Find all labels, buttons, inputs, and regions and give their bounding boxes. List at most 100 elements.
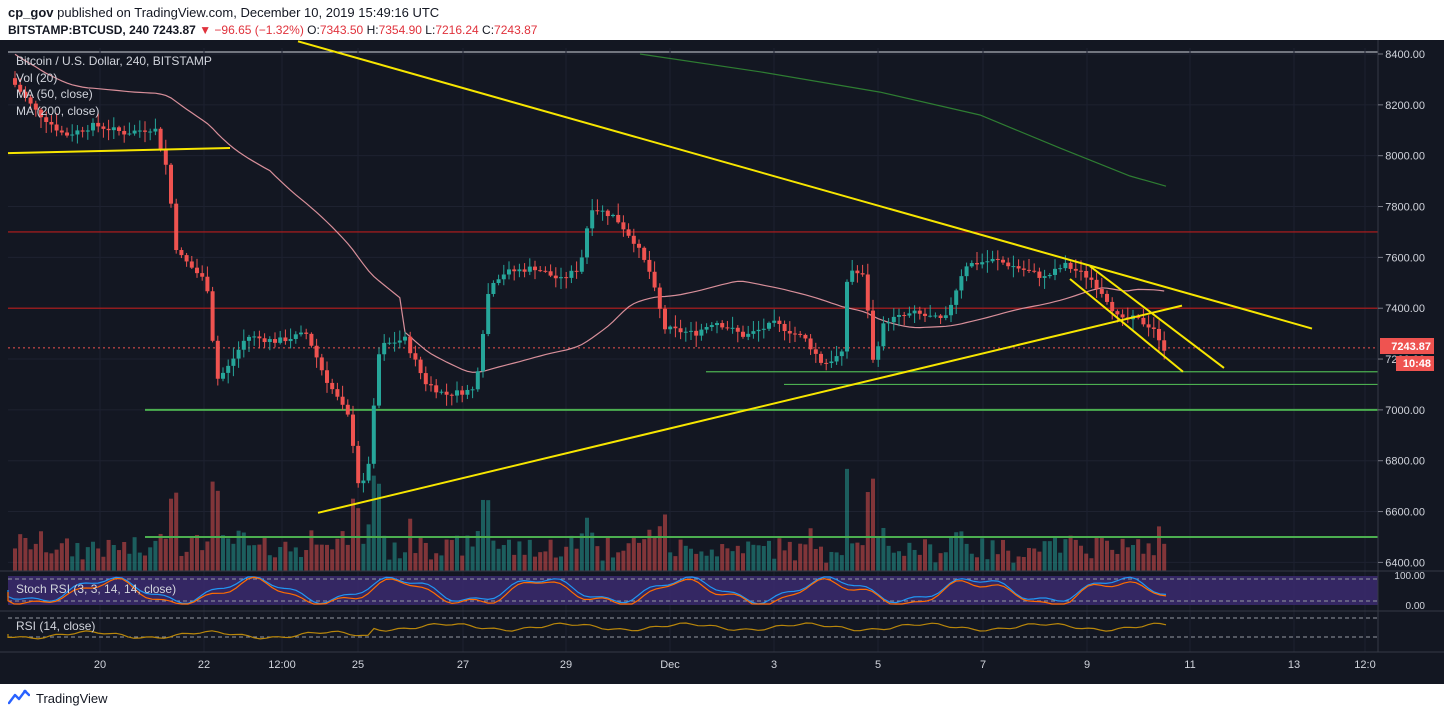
volume-bar: [288, 551, 293, 571]
candle-body: [834, 356, 839, 362]
candle-body: [1001, 259, 1005, 263]
candle-body: [850, 270, 855, 282]
candle-body: [319, 357, 324, 371]
candle-body: [730, 327, 735, 329]
candle-body: [798, 333, 803, 335]
volume-bar: [434, 553, 439, 571]
candle-body: [746, 333, 751, 337]
time-tick-label: Dec: [660, 659, 680, 671]
candle-body: [845, 281, 849, 352]
volume-bar: [626, 543, 631, 571]
volume-bar: [1120, 538, 1125, 571]
volume-bar: [605, 536, 610, 571]
volume-bar: [756, 545, 761, 571]
publisher-name[interactable]: cp_gov: [8, 5, 54, 20]
volume-bar: [23, 537, 28, 571]
chart-header: cp_gov published on TradingView.com, Dec…: [0, 0, 1444, 40]
volume-bar: [278, 547, 283, 571]
price-axis[interactable]: 8400.00 8200.00 8000.00 7800.00 7600.00 7400.…: [1378, 49, 1425, 569]
volume-bar: [158, 533, 163, 571]
volume-bar: [611, 557, 615, 571]
candle-body: [101, 126, 106, 129]
time-tick-label: 20: [94, 659, 106, 671]
volume-bar: [39, 531, 43, 571]
candle-body: [626, 229, 631, 236]
volume-bar: [631, 536, 636, 571]
candle-body: [855, 270, 860, 274]
volume-bar: [871, 478, 875, 571]
legend-vol[interactable]: Vol (20): [16, 71, 57, 85]
volume-bar: [460, 555, 465, 571]
candle-body: [782, 323, 787, 331]
candle-body: [267, 339, 272, 343]
time-axis[interactable]: 20 22 12:00 25 27 29 Dec 3 5 7 9 11 13 12:0: [94, 659, 1376, 671]
candle-body: [1021, 268, 1026, 270]
time-tick-label: 9: [1084, 659, 1090, 671]
moving-averages: [14, 53, 1167, 373]
candle-body: [371, 405, 376, 464]
candle-body: [1016, 266, 1021, 269]
candle-body: [959, 276, 964, 291]
volume-bar: [1084, 553, 1089, 571]
volume-bar: [954, 532, 959, 571]
candle-body: [449, 394, 454, 396]
volume-bar: [917, 554, 922, 571]
candle-body: [637, 243, 641, 248]
volume-bar: [319, 544, 324, 571]
volume-bar: [1099, 536, 1104, 571]
trendline: [1089, 265, 1225, 369]
candle-body: [491, 282, 496, 294]
volume-bar: [439, 555, 444, 571]
price-chart[interactable]: Bitcoin / U.S. Dollar, 240, BITSTAMP Vol…: [0, 40, 1444, 684]
candle-body: [169, 164, 173, 204]
rsi-label[interactable]: RSI (14, close): [16, 619, 95, 633]
candle-body: [387, 342, 392, 344]
volume-bar: [725, 548, 730, 571]
volume-bar: [1151, 555, 1156, 571]
stoch-rsi-label[interactable]: Stoch RSI (3, 3, 14, 14, close): [16, 582, 176, 596]
volume-bar: [267, 555, 272, 571]
candle-body: [33, 103, 38, 110]
candle-body: [356, 445, 361, 484]
volume-bar: [418, 537, 423, 571]
candle-body: [585, 228, 589, 258]
volume-bar: [387, 559, 392, 571]
candle-body: [75, 130, 80, 135]
candle-body: [871, 310, 875, 360]
price-badge-value: 7243.87: [1391, 341, 1431, 353]
legend-ma200[interactable]: MA (200, close): [16, 104, 99, 118]
candle-body: [793, 333, 797, 335]
volume-bar: [423, 542, 428, 571]
volume-bar: [787, 541, 792, 571]
volume-bar: [1079, 545, 1083, 571]
candle-body: [1042, 276, 1047, 278]
candle-body: [1073, 268, 1078, 271]
volume-bar: [735, 545, 740, 571]
legend: Bitcoin / U.S. Dollar, 240, BITSTAMP Vol…: [16, 54, 212, 118]
candle-body: [143, 130, 147, 132]
tradingview-logo[interactable]: TradingView: [8, 689, 108, 707]
volume-bar: [1001, 539, 1005, 571]
volume-bar: [839, 555, 844, 571]
candle-body: [616, 214, 621, 223]
candle-body: [980, 262, 985, 265]
candle-body: [163, 149, 168, 165]
volume-bar: [117, 550, 121, 571]
volume-bar: [429, 559, 433, 571]
candle-body: [772, 320, 777, 323]
candle-body: [1011, 266, 1016, 268]
legend-ma50[interactable]: MA (50, close): [16, 87, 93, 101]
volume-bar: [824, 562, 829, 571]
price-tick-label: 6400.00: [1385, 557, 1425, 569]
candle-body: [917, 310, 922, 314]
candle-body: [1047, 274, 1052, 277]
candle-body: [933, 315, 938, 317]
candle-body: [231, 358, 236, 366]
trendlines[interactable]: [7, 40, 1313, 514]
volume-bar: [132, 537, 137, 571]
candle-body: [865, 274, 870, 311]
candle-body: [527, 266, 532, 272]
candle-body: [28, 97, 33, 104]
volume-bar: [1125, 547, 1130, 571]
publish-line: cp_gov published on TradingView.com, Dec…: [8, 5, 439, 20]
